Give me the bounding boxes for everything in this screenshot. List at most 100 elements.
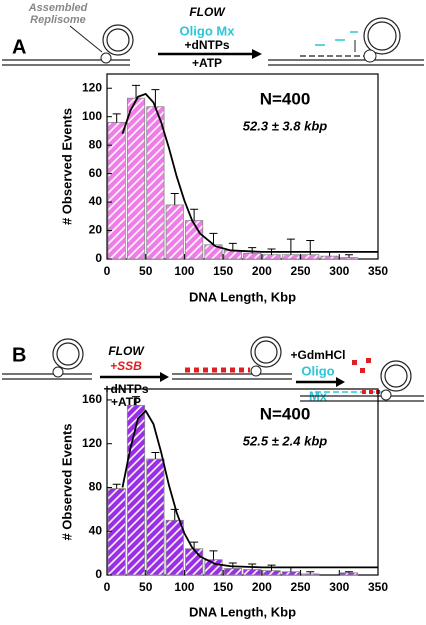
replisome — [363, 49, 377, 63]
error-bar — [151, 89, 160, 107]
bar — [320, 255, 339, 260]
replisome — [52, 366, 64, 378]
x-tick-label: 0 — [104, 580, 111, 594]
error-bar — [170, 508, 179, 521]
y-tick-label: 160 — [82, 392, 102, 406]
flow-label: FLOW — [108, 344, 145, 358]
error-bar — [209, 550, 218, 560]
bar — [281, 254, 300, 260]
oligos — [315, 31, 358, 46]
x-tick-label: 50 — [139, 580, 153, 594]
x-tick-label: 250 — [291, 264, 311, 278]
y-tick-label: 60 — [89, 166, 103, 180]
bar — [281, 571, 300, 576]
bar — [339, 257, 359, 260]
dna — [2, 373, 92, 380]
dna — [300, 395, 424, 402]
replisome-loop — [254, 340, 278, 364]
replisome — [100, 52, 112, 64]
y-axis-label: # Observed Events — [59, 108, 74, 225]
replisome-loop — [102, 24, 134, 56]
oligo-label: Oligo Mx — [180, 23, 236, 38]
atp-label: +ATP — [192, 56, 222, 70]
y-tick-label: 40 — [89, 194, 103, 208]
replisome-loop — [367, 21, 397, 51]
error-bar — [228, 242, 237, 251]
bar — [339, 572, 359, 576]
replisome — [380, 389, 392, 401]
annotation: 52.5 ± 2.4 kbp — [243, 433, 328, 448]
replisome-loop — [56, 342, 80, 366]
plot-frame — [106, 73, 379, 260]
error-bar — [112, 483, 121, 489]
error-bar — [112, 113, 121, 123]
pointer — [69, 25, 103, 53]
flow-label: FLOW — [189, 5, 226, 19]
bar — [223, 250, 242, 260]
bar — [243, 252, 262, 260]
plot-frame — [106, 388, 379, 576]
y-tick-label: 0 — [95, 567, 102, 581]
x-tick-label: 200 — [252, 580, 272, 594]
bar — [185, 220, 204, 260]
error-bar — [132, 84, 141, 99]
arrow-head — [336, 377, 345, 387]
dntps-label: +dNTPs — [184, 38, 229, 52]
bar — [243, 569, 262, 576]
annotation: N=400 — [260, 404, 311, 423]
x-tick-label: 50 — [139, 264, 153, 278]
y-tick-label: 100 — [82, 109, 102, 123]
bar — [165, 519, 184, 576]
bar — [185, 548, 204, 576]
error-bar — [248, 247, 257, 254]
bar — [146, 458, 165, 576]
x-axis-label: DNA Length, Kbp — [189, 289, 296, 304]
arrow-head — [160, 372, 169, 382]
bar — [262, 570, 281, 576]
dna — [268, 59, 424, 66]
y-tick-label: 0 — [95, 251, 102, 265]
schematic-b: B FLOW +SSB +dNTPs +ATP +GdmHCl Oligo Mx — [2, 336, 424, 409]
replisome-label: Assembled — [28, 2, 88, 14]
dna — [172, 373, 292, 380]
error-bar — [170, 193, 179, 205]
x-tick-label: 150 — [213, 580, 233, 594]
replisome-loop — [106, 28, 130, 52]
dna — [2, 59, 130, 66]
bar — [262, 254, 281, 260]
y-tick-label: 80 — [89, 137, 103, 151]
y-tick-label: 120 — [82, 436, 102, 450]
bar — [301, 254, 320, 260]
replisome-loop — [250, 336, 282, 368]
error-bar — [132, 396, 141, 406]
bar — [146, 106, 165, 260]
x-tick-label: 100 — [174, 264, 194, 278]
ssb — [352, 358, 371, 373]
y-tick-label: 120 — [82, 80, 102, 94]
annotation: N=400 — [260, 89, 311, 108]
gdm-label: +GdmHCl — [290, 348, 345, 362]
replisome-loop — [380, 360, 412, 392]
y-tick-label: 20 — [89, 223, 103, 237]
x-axis-label: DNA Length, Kbp — [189, 604, 296, 619]
error-bar — [190, 541, 199, 549]
bar — [126, 97, 146, 260]
x-tick-label: 150 — [213, 264, 233, 278]
replisome-label: Replisome — [30, 14, 86, 26]
schematic-a: A Assembled Replisome FLOW Oligo Mx +dNT… — [2, 2, 424, 70]
bar — [107, 121, 126, 260]
error-bar — [344, 571, 353, 573]
x-tick-label: 350 — [368, 580, 388, 594]
bar — [126, 405, 146, 576]
error-bar — [306, 571, 315, 574]
panel-label: A — [12, 36, 26, 58]
y-tick-label: 40 — [89, 523, 103, 537]
x-tick-label: 250 — [291, 580, 311, 594]
x-tick-label: 300 — [329, 580, 349, 594]
error-bar — [209, 232, 218, 245]
replisome — [250, 365, 262, 377]
x-tick-label: 350 — [368, 264, 388, 278]
arrow-head — [252, 49, 262, 59]
replisome-loop — [363, 17, 401, 55]
fit-curve — [121, 409, 378, 569]
